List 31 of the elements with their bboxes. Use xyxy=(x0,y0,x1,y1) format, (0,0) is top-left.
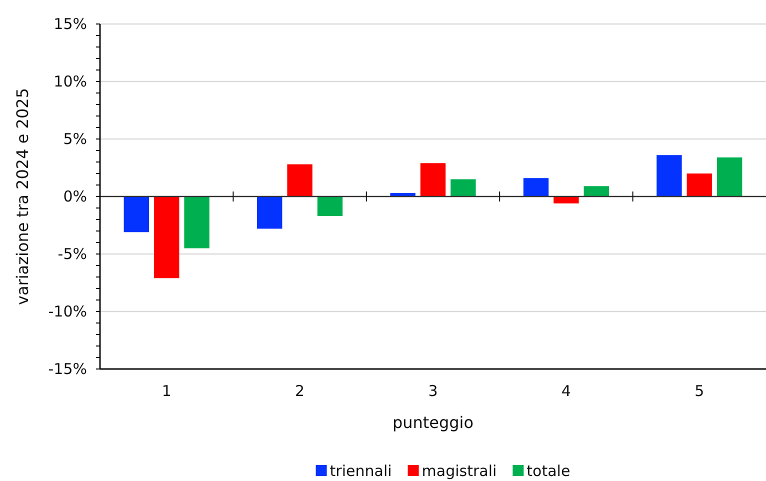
bar xyxy=(686,174,712,196)
bar xyxy=(656,155,682,196)
bar xyxy=(584,186,609,196)
y-tick-label: -15% xyxy=(48,360,87,378)
bar xyxy=(554,196,579,204)
y-tick-label: 10% xyxy=(54,72,87,90)
x-tick-label: 1 xyxy=(162,382,172,400)
bar xyxy=(523,178,549,196)
legend-label: magistrali xyxy=(422,462,497,480)
x-tick-label: 2 xyxy=(295,382,305,400)
bar xyxy=(716,157,742,196)
bar xyxy=(420,163,446,196)
x-axis-title: punteggio xyxy=(392,413,474,432)
x-tick-label: 3 xyxy=(428,382,438,400)
bar xyxy=(184,196,210,248)
y-tick-label: 5% xyxy=(63,130,87,148)
y-axis-title: variazione tra 2024 e 2025 xyxy=(13,88,32,305)
bar xyxy=(154,196,180,278)
bar xyxy=(287,164,312,196)
x-tick-label: 5 xyxy=(694,382,704,400)
x-tick-label: 4 xyxy=(561,382,571,400)
y-tick-label: -10% xyxy=(48,302,87,320)
bar xyxy=(450,179,476,196)
y-tick-label: 0% xyxy=(63,187,87,206)
y-tick-label: 15% xyxy=(54,14,87,33)
bar xyxy=(257,196,282,229)
y-tick-label: -5% xyxy=(58,244,87,263)
legend-label: totale xyxy=(526,462,570,480)
legend-label: triennali xyxy=(330,462,392,480)
bar xyxy=(124,196,150,232)
bar xyxy=(317,196,343,216)
